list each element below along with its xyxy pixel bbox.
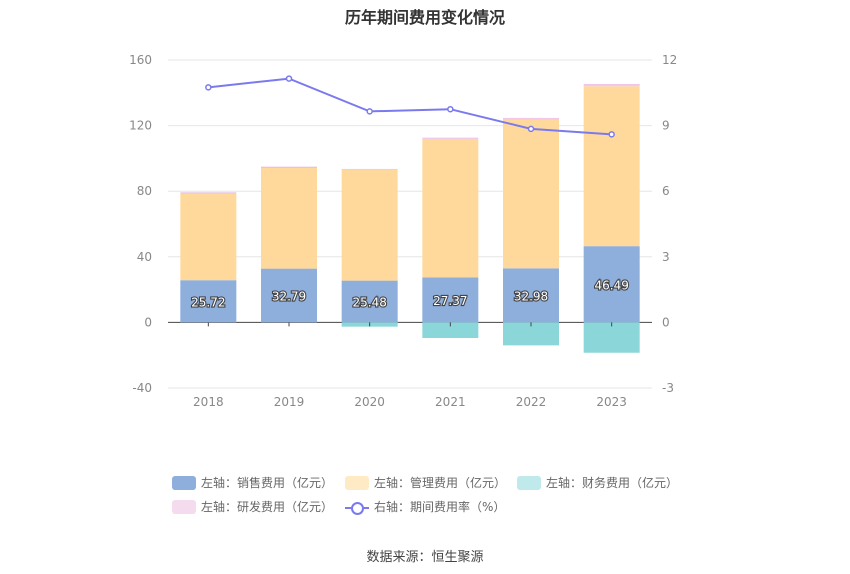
legend-swatch-admin — [345, 475, 369, 490]
legend-item-rate[interactable]: 右轴：期间费用率（%） — [345, 498, 505, 515]
data-label-sales: 32.98 — [514, 289, 548, 303]
data-label-sales: 27.37 — [433, 294, 467, 308]
legend-swatch-rd — [172, 499, 196, 514]
legend-swatch-rate — [345, 500, 369, 515]
x-tick-label: 2018 — [193, 395, 224, 409]
point-expense-rate — [608, 131, 615, 138]
legend-label-rate: 右轴：期间费用率（%） — [374, 500, 506, 514]
legend-label-sales: 左轴：销售费用（亿元） — [201, 476, 334, 490]
left-axis-tick-label: -40 — [132, 381, 152, 395]
data-label-sales: 25.48 — [352, 296, 386, 310]
left-axis-tick-label: 0 — [144, 315, 152, 329]
legend-swatch-sales — [172, 475, 196, 490]
bar-sales — [503, 268, 559, 323]
bar-rd — [503, 117, 559, 120]
bar-finance — [583, 322, 640, 353]
data-source: 数据来源：恒生聚源 — [366, 550, 484, 565]
bar-admin — [261, 167, 317, 269]
data-label-sales: 46.49 — [594, 278, 628, 292]
legend-item-admin[interactable]: 左轴：管理费用（亿元） — [345, 474, 506, 491]
legend-item-finance[interactable]: 左轴：财务费用（亿元） — [517, 474, 678, 491]
legend-swatch-finance — [517, 475, 541, 490]
legend-item-rd[interactable]: 左轴：研发费用（亿元） — [172, 498, 333, 515]
legend-item-sales[interactable]: 左轴：销售费用（亿元） — [172, 474, 333, 491]
left-axis-tick-label: 40 — [137, 250, 152, 264]
right-axis-tick-label: 6 — [662, 184, 670, 198]
right-axis-tick-label: -3 — [662, 381, 674, 395]
bar-finance — [422, 322, 479, 338]
legend-label-admin: 左轴：管理费用（亿元） — [374, 476, 507, 490]
legend-label-rd: 左轴：研发费用（亿元） — [201, 500, 334, 514]
bar-admin — [583, 86, 640, 247]
bar-finance — [503, 322, 559, 346]
right-axis-tick-label: 3 — [662, 250, 670, 264]
bar-sales — [180, 280, 237, 323]
bar-finance — [180, 192, 237, 194]
right-axis-tick-label: 12 — [662, 53, 677, 67]
bar-rd — [583, 83, 640, 87]
bar-rd — [341, 168, 398, 170]
x-tick-label: 2019 — [274, 395, 305, 409]
bar-sales — [341, 280, 398, 323]
point-expense-rate — [447, 105, 454, 113]
data-label-sales: 32.79 — [272, 290, 306, 304]
point-expense-rate — [366, 108, 373, 115]
x-tick-label: 2020 — [354, 395, 385, 409]
chart-title: 历年期间费用变化情况 — [344, 8, 505, 27]
point-expense-rate — [205, 84, 212, 91]
line-expense-rate — [208, 77, 612, 136]
bar-sales — [422, 277, 479, 323]
legend-label-finance: 左轴：财务费用（亿元） — [546, 476, 679, 490]
left-axis-tick-label: 120 — [129, 119, 152, 133]
point-expense-rate — [285, 75, 293, 82]
right-axis-tick-label: 0 — [662, 315, 670, 329]
bar-rd — [180, 192, 237, 193]
point-expense-rate — [527, 125, 535, 133]
x-tick-label: 2022 — [516, 395, 547, 409]
bar-sales — [261, 268, 317, 323]
bar-rd — [422, 137, 479, 139]
bar-admin — [180, 193, 237, 281]
bar-rd — [261, 166, 317, 168]
x-tick-label: 2023 — [596, 395, 627, 409]
left-axis-tick-label: 160 — [129, 53, 152, 67]
bar-admin — [503, 119, 559, 269]
bar-finance — [261, 167, 317, 168]
data-label-sales: 25.72 — [191, 295, 225, 309]
left-axis-tick-label: 80 — [137, 184, 152, 198]
right-axis-tick-label: 9 — [662, 119, 670, 133]
bar-admin — [341, 169, 398, 281]
bar-admin — [422, 138, 479, 278]
bar-sales — [583, 246, 640, 323]
x-tick-label: 2021 — [435, 395, 466, 409]
